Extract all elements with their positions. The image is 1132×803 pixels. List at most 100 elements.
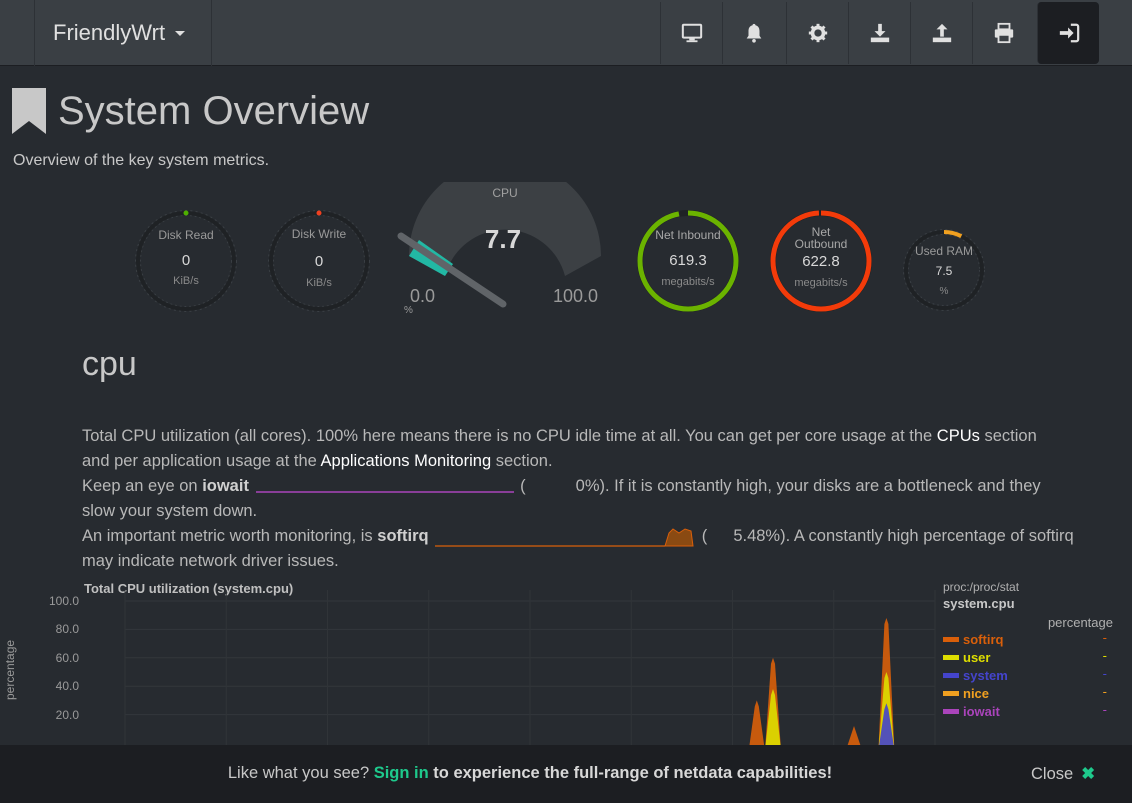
cpu-gauge-arc bbox=[397, 182, 601, 308]
desc-text: ). If it is constantly high, your disks … bbox=[599, 477, 1041, 495]
iowait-sparkline bbox=[255, 490, 514, 493]
cpu-gauge-units: % bbox=[404, 305, 413, 316]
legend-swatch bbox=[943, 690, 959, 696]
banner-text: Like what you see? bbox=[227, 764, 374, 782]
desc-text: ( bbox=[515, 477, 526, 495]
cpu-gauge-label: CPU bbox=[492, 186, 518, 200]
legend-value: - bbox=[1102, 666, 1107, 681]
export-button[interactable] bbox=[910, 2, 972, 64]
iowait-value: 0% bbox=[575, 477, 600, 495]
iowait-term: iowait bbox=[202, 477, 249, 495]
net-inbound-gauge[interactable]: Net Inbound 619.3 megabits/s bbox=[633, 206, 743, 316]
softirq-sparkline bbox=[435, 527, 694, 547]
settings-button[interactable] bbox=[786, 2, 848, 64]
alarms-button[interactable] bbox=[722, 2, 784, 64]
softirq-spike bbox=[846, 725, 862, 750]
disk-read-gauge[interactable]: Disk Read 0 KiB/s bbox=[131, 206, 241, 316]
page-subtitle: Overview of the key system metrics. bbox=[13, 152, 270, 169]
chart-context: system.cpu bbox=[943, 596, 1015, 611]
chart-source: proc:/proc/stat bbox=[943, 580, 1020, 594]
softirq-spike bbox=[748, 700, 765, 750]
net-inbound-arc bbox=[637, 210, 739, 312]
desc-text: ( bbox=[697, 527, 708, 545]
chart-legend: proc:/proc/stat system.cpu percentage so… bbox=[943, 580, 1113, 720]
legend-item-nice[interactable]: nice - bbox=[943, 684, 1113, 702]
net-outbound-value: 622.8 bbox=[802, 253, 840, 270]
legend-item-user[interactable]: user - bbox=[943, 648, 1113, 666]
legend-value: - bbox=[1102, 648, 1107, 663]
user-spike bbox=[765, 689, 781, 750]
disk-write-indicator bbox=[316, 210, 322, 216]
banner-text: to experience the full-range of netdata … bbox=[428, 764, 833, 782]
page-title: System Overview bbox=[58, 88, 370, 133]
disk-read-indicator bbox=[183, 210, 189, 216]
page-header: System Overview bbox=[12, 88, 369, 134]
legend-label: user bbox=[963, 649, 991, 665]
desc-text: An important metric worth monitoring, is bbox=[82, 527, 378, 545]
legend-item-softirq[interactable]: softirq - bbox=[943, 630, 1113, 648]
download-icon bbox=[870, 23, 889, 43]
desc-text: section bbox=[979, 427, 1037, 445]
bell-icon bbox=[746, 23, 761, 43]
legend-swatch bbox=[943, 708, 959, 714]
used-ram-gauge[interactable]: Used RAM 7.5 % bbox=[900, 226, 988, 314]
caret-down-icon bbox=[175, 30, 186, 36]
disk-write-gauge[interactable]: Disk Write 0 KiB/s bbox=[264, 206, 374, 316]
net-inbound-label: Net Inbound bbox=[655, 228, 721, 242]
cpu-chart[interactable] bbox=[0, 590, 940, 750]
section-title: cpu bbox=[82, 345, 137, 383]
legend-swatch bbox=[943, 672, 959, 678]
cpu-gauge-needle bbox=[397, 232, 507, 308]
desc-text: ). A constantly high percentage of softi… bbox=[780, 527, 1074, 545]
sign-in-button[interactable] bbox=[1037, 2, 1099, 64]
cpu-gauge-value: 7.7 bbox=[484, 224, 522, 254]
brand-label: FriendlyWrt bbox=[53, 20, 166, 45]
section-description-3: An important metric worth monitoring, is… bbox=[82, 524, 1122, 574]
net-outbound-label-line2: Outbound bbox=[794, 237, 848, 251]
chart-title: Total CPU utilization (system.cpu) bbox=[84, 581, 294, 596]
sign-in-icon bbox=[1059, 23, 1079, 43]
brand-dropdown[interactable]: FriendlyWrt bbox=[34, 0, 212, 66]
close-banner-button[interactable]: Close ✖ bbox=[1031, 764, 1095, 784]
disk-read-units: KiB/s bbox=[173, 275, 199, 287]
system-spike bbox=[878, 703, 895, 750]
nodes-button[interactable] bbox=[660, 2, 722, 64]
used-ram-arc bbox=[904, 230, 984, 310]
import-button[interactable] bbox=[848, 2, 910, 64]
print-button[interactable] bbox=[972, 2, 1034, 64]
legend-label: iowait bbox=[963, 703, 1000, 719]
disk-read-ring bbox=[135, 210, 237, 312]
net-outbound-arc bbox=[770, 210, 872, 312]
cpu-gauge-max: 100.0 bbox=[553, 286, 599, 306]
legend-item-system[interactable]: system - bbox=[943, 666, 1113, 684]
legend-item-iowait[interactable]: iowait - bbox=[943, 702, 1113, 720]
section-description-1: Total CPU utilization (all cores). 100% … bbox=[82, 424, 1122, 474]
upload-icon bbox=[932, 23, 951, 43]
net-outbound-units: megabits/s bbox=[794, 277, 848, 289]
legend-swatch bbox=[943, 636, 959, 642]
chart-units: percentage bbox=[1047, 615, 1113, 630]
net-outbound-label: Net Outbound bbox=[766, 226, 876, 250]
used-ram-value: 7.5 bbox=[935, 264, 953, 278]
sign-in-link[interactable]: Sign in bbox=[373, 764, 429, 782]
y-tick-label: 60.0 bbox=[55, 650, 79, 665]
legend-value: - bbox=[1102, 702, 1107, 717]
cpus-link[interactable]: CPUs bbox=[936, 427, 980, 445]
net-inbound-units: megabits/s bbox=[661, 276, 715, 288]
desc-text: and per application usage at the bbox=[82, 452, 321, 470]
cpu-gauge-min: 0.0 bbox=[410, 286, 436, 306]
y-tick-label: 20.0 bbox=[55, 707, 79, 722]
banner-message: Like what you see? Sign in to experience… bbox=[0, 764, 1060, 783]
legend-label: nice bbox=[963, 685, 990, 701]
desc-text: slow your system down. bbox=[82, 502, 258, 520]
net-outbound-gauge[interactable]: Net Outbound 622.8 megabits/s bbox=[766, 206, 876, 316]
applications-monitoring-link[interactable]: Applications Monitoring bbox=[320, 452, 492, 470]
cpu-gauge[interactable]: CPU 7.7 0.0 100.0 % bbox=[395, 182, 615, 322]
signin-banner: Like what you see? Sign in to experience… bbox=[0, 745, 1132, 803]
disk-write-units: KiB/s bbox=[306, 277, 332, 289]
used-ram-label: Used RAM bbox=[914, 244, 973, 258]
gear-icon bbox=[808, 23, 827, 43]
section-description-2: Keep an eye on iowait (0%). If it is con… bbox=[82, 474, 1122, 524]
y-tick-label: 40.0 bbox=[55, 679, 79, 694]
legend-value: - bbox=[1102, 684, 1107, 699]
